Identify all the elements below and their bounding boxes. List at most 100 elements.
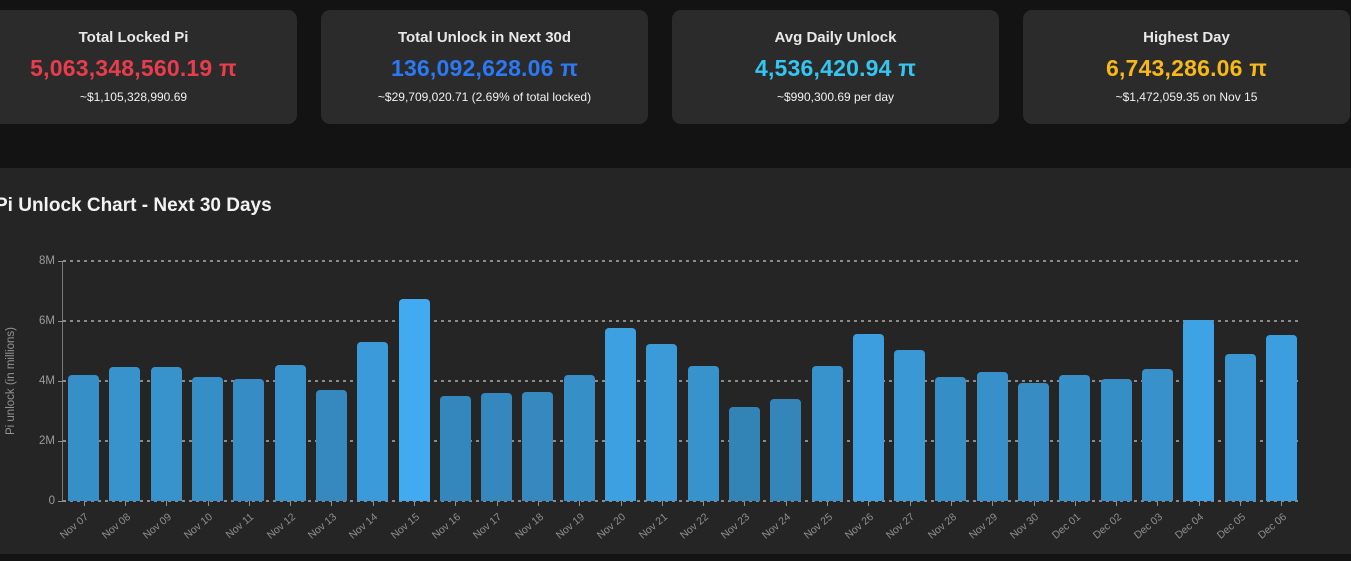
- y-tick-mark: [58, 501, 66, 502]
- y-tick-label: 0: [48, 495, 55, 507]
- x-tick-label: Nov 16: [429, 511, 464, 542]
- x-tick-mark: [1074, 501, 1076, 506]
- stat-card-total-unlock-30d: Total Unlock in Next 30d 136,092,628.06 …: [321, 10, 648, 124]
- y-tick-mark: [58, 321, 66, 322]
- bar-dec-05[interactable]: [1224, 354, 1256, 501]
- y-tick-label: 6M: [39, 315, 55, 327]
- x-tick-label: Dec 01: [1049, 511, 1083, 542]
- bar-nov-27[interactable]: [894, 349, 926, 501]
- y-tick-mark: [58, 381, 66, 382]
- x-tick-label: Nov 19: [553, 511, 587, 542]
- x-tick-mark: [331, 501, 333, 506]
- x-tick-label: Dec 05: [1214, 511, 1248, 542]
- x-tick-label: Nov 28: [925, 511, 959, 542]
- bar-nov-22[interactable]: [687, 366, 719, 501]
- x-tick-mark: [455, 501, 457, 506]
- bar-nov-16[interactable]: [439, 396, 471, 501]
- stat-title: Total Unlock in Next 30d: [397, 29, 572, 46]
- x-tick-label: Nov 25: [801, 511, 835, 542]
- bar-nov-07[interactable]: [68, 375, 100, 501]
- x-tick-mark: [372, 501, 374, 506]
- chart-title: Pi Unlock Chart - Next 30 Days: [0, 195, 272, 216]
- x-tick-mark: [1240, 501, 1242, 506]
- x-tick-mark: [1157, 501, 1159, 506]
- x-tick-mark: [827, 501, 829, 506]
- x-tick-label: Nov 13: [305, 511, 340, 542]
- x-tick-mark: [785, 501, 787, 506]
- x-tick-label: Nov 14: [347, 511, 381, 542]
- stat-subtext: ~$1,472,059.35 on Nov 15: [1115, 90, 1258, 104]
- bar-nov-17[interactable]: [481, 393, 513, 501]
- x-tick-mark: [166, 501, 168, 506]
- bar-nov-13[interactable]: [315, 390, 347, 501]
- x-tick-label: Nov 15: [388, 511, 422, 542]
- stat-card-avg-daily-unlock: Avg Daily Unlock 4,536,420.94 π ~$990,30…: [672, 10, 999, 124]
- x-tick-mark: [537, 501, 539, 506]
- x-tick-label: Nov 24: [760, 511, 794, 542]
- x-tick-mark: [661, 501, 663, 506]
- bar-nov-28[interactable]: [935, 377, 967, 501]
- bar-nov-24[interactable]: [770, 399, 802, 501]
- bar-nov-08[interactable]: [109, 366, 141, 501]
- stat-card-highest-day: Highest Day 6,743,286.06 π ~$1,472,059.3…: [1023, 10, 1350, 124]
- x-tick-mark: [290, 501, 292, 506]
- bar-dec-01[interactable]: [1059, 374, 1091, 501]
- bar-nov-12[interactable]: [274, 364, 306, 501]
- x-tick-mark: [1198, 501, 1200, 506]
- stat-value: 4,536,420.94 π: [754, 55, 917, 81]
- bar-dec-03[interactable]: [1141, 368, 1173, 501]
- stat-subtext: ~$990,300.69 per day: [776, 90, 895, 104]
- bar-nov-18[interactable]: [522, 391, 554, 501]
- x-tick-label: Nov 17: [471, 511, 505, 542]
- x-tick-label: Nov 30: [1008, 511, 1042, 542]
- bar-nov-29[interactable]: [976, 371, 1008, 501]
- bar-nov-14[interactable]: [357, 342, 389, 501]
- x-tick-mark: [83, 501, 85, 506]
- stats-row: Total Locked Pi 5,063,348,560.19 π ~$1,1…: [0, 0, 1351, 124]
- x-tick-label: Nov 11: [223, 511, 257, 542]
- bar-nov-11[interactable]: [233, 379, 265, 501]
- x-tick-label: Nov 09: [140, 511, 174, 542]
- x-tick-mark: [1281, 501, 1283, 506]
- bar-nov-20[interactable]: [605, 327, 637, 501]
- y-tick-label: 4M: [39, 375, 55, 387]
- y-tick-label: 2M: [39, 435, 55, 447]
- x-tick-mark: [950, 501, 952, 506]
- x-tick-label: Nov 18: [512, 511, 546, 542]
- x-tick-label: Dec 03: [1131, 511, 1166, 542]
- stat-title: Avg Daily Unlock: [774, 29, 897, 46]
- x-tick-label: Dec 02: [1090, 511, 1124, 542]
- bar-nov-23[interactable]: [728, 406, 760, 501]
- bar-nov-26[interactable]: [852, 334, 884, 501]
- stat-title: Total Locked Pi: [78, 29, 189, 46]
- plot-area: 0 2M 4M 6M 8M Nov 07 Nov 08 Nov 09 Nov 10 Nov 11 N…: [39, 255, 1302, 542]
- bar-nov-15[interactable]: [398, 298, 430, 501]
- y-tick-mark: [58, 261, 66, 262]
- gridline: [63, 500, 1302, 502]
- chart-area: Pi unlock (in millions) 0 2M 4M 6M 8M Nov 07 N…: [0, 255, 1351, 551]
- x-tick-mark: [703, 501, 705, 506]
- bar-nov-09[interactable]: [150, 366, 182, 501]
- stat-title: Highest Day: [1143, 29, 1230, 46]
- y-tick-mark: [58, 441, 66, 442]
- x-tick-label: Nov 08: [99, 511, 133, 542]
- bar-nov-25[interactable]: [811, 366, 843, 501]
- gridline: [63, 440, 1302, 442]
- bar-nov-21[interactable]: [646, 344, 678, 501]
- unlock-chart-section: Pi Unlock Chart - Next 30 Days Pi unlock…: [0, 168, 1351, 554]
- x-tick-label: Dec 04: [1173, 511, 1207, 542]
- x-tick-mark: [1116, 501, 1118, 506]
- x-tick-mark: [579, 501, 581, 506]
- x-tick-label: Nov 27: [884, 511, 918, 542]
- x-tick-mark: [744, 501, 746, 506]
- bar-nov-19[interactable]: [563, 375, 595, 501]
- bar-nov-10[interactable]: [192, 377, 224, 501]
- stat-card-total-locked: Total Locked Pi 5,063,348,560.19 π ~$1,1…: [0, 10, 297, 124]
- bar-dec-04[interactable]: [1183, 320, 1215, 501]
- stat-value: 6,743,286.06 π: [1105, 55, 1268, 81]
- x-tick-mark: [620, 501, 622, 506]
- bar-nov-30[interactable]: [1018, 383, 1050, 501]
- bar-dec-02[interactable]: [1100, 378, 1132, 501]
- bar-dec-06[interactable]: [1265, 334, 1297, 501]
- x-tick-label: Nov 21: [636, 511, 670, 542]
